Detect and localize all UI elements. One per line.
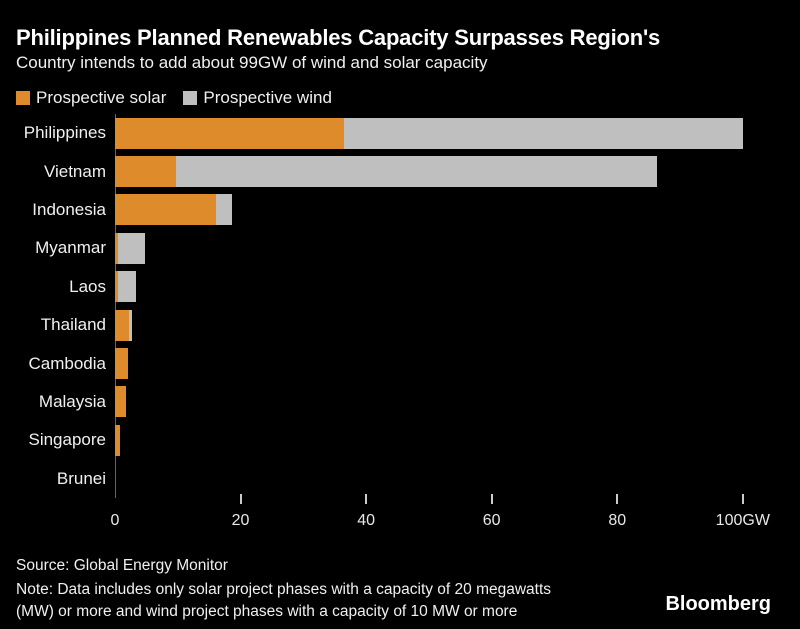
bar-segment-solar [115,386,127,418]
category-label: Singapore [28,430,106,450]
page-title: Philippines Planned Renewables Capacity … [16,25,661,50]
axis-tick-mark [741,494,744,504]
bar-segment-wind [117,232,146,264]
bar-segment-solar [115,232,118,264]
legend-item-solar: Prospective solar [16,88,166,108]
chart-rows: Philippines Vietnam Indonesia Myanmar Laos Th… [0,114,800,498]
bar-segment-wind [175,156,657,188]
zero-baseline [115,114,116,498]
axis-tick-mark [616,494,619,504]
bar-segment-solar [115,194,217,226]
category-label: Laos [69,276,106,296]
axis-tick-label: 0 [110,512,120,529]
solar-swatch-icon [16,91,30,105]
bar-segment-solar [115,156,176,188]
page-subtitle: Country intends to add about 99GW of win… [16,53,488,72]
axis-tick-label: 100GW [715,512,770,529]
bar-segment-wind [117,271,136,303]
bloomberg-logo: Bloomberg [665,593,771,615]
chart-row: Myanmar [0,229,800,267]
bar-track [115,424,800,456]
bar-segment-solar [115,424,121,456]
bar-segment-wind [128,309,132,341]
bar-track [115,386,800,418]
category-label: Myanmar [35,238,106,258]
axis-tick-label: 80 [608,512,627,529]
axis-tick-mark [239,494,242,504]
category-label: Indonesia [32,199,106,219]
bar-segment-solar [115,309,129,341]
bar-track [115,194,800,226]
bar-segment-solar [115,271,118,303]
legend-label-wind: Prospective wind [203,88,332,107]
note-text: Note: Data includes only solar project p… [16,579,551,623]
chart-row: Thailand [0,306,800,344]
x-axis: 0 20 40 60 80 100GW [0,494,800,534]
axis-tick-label: 20 [231,512,250,529]
chart-row: Brunei [0,460,800,498]
axis-tick-label: 60 [482,512,501,529]
category-label: Philippines [23,123,106,143]
chart-row: Vietnam [0,152,800,190]
bar-track [115,156,800,188]
bar-segment-solar [115,348,128,380]
bar-segment-wind [216,194,233,226]
bar-track [115,117,800,149]
chart-row: Malaysia [0,383,800,421]
chart-row: Indonesia [0,191,800,229]
note-line-1: Note: Data includes only solar project p… [16,581,552,598]
bar-track [115,463,800,494]
legend: Prospective solar Prospective wind [16,88,332,108]
axis-tick-mark [490,494,493,504]
axis-tick-mark [365,494,368,504]
bar-track [115,348,800,380]
legend-label-solar: Prospective solar [36,88,167,107]
wind-swatch-icon [183,91,198,105]
category-label: Brunei [56,468,106,488]
chart-row: Cambodia [0,344,800,382]
category-label: Malaysia [38,391,106,411]
chart-row: Philippines [0,114,800,152]
bar-track [115,271,800,303]
chart-row: Laos [0,268,800,306]
category-label: Thailand [40,315,106,335]
chart-row: Singapore [0,421,800,459]
category-label: Cambodia [28,353,107,373]
legend-item-wind: Prospective wind [183,88,332,108]
category-label: Vietnam [43,161,106,181]
source-text: Source: Global Energy Monitor [16,557,228,574]
bar-track [115,232,800,264]
bar-segment-solar [115,117,345,149]
bar-segment-wind [344,117,743,149]
axis-tick-label: 40 [357,512,376,529]
bar-chart: Philippines Vietnam Indonesia Myanmar Laos Th… [0,114,800,498]
note-line-2: (MW) or more and wind project phases wit… [16,603,518,620]
bar-track [115,309,800,341]
